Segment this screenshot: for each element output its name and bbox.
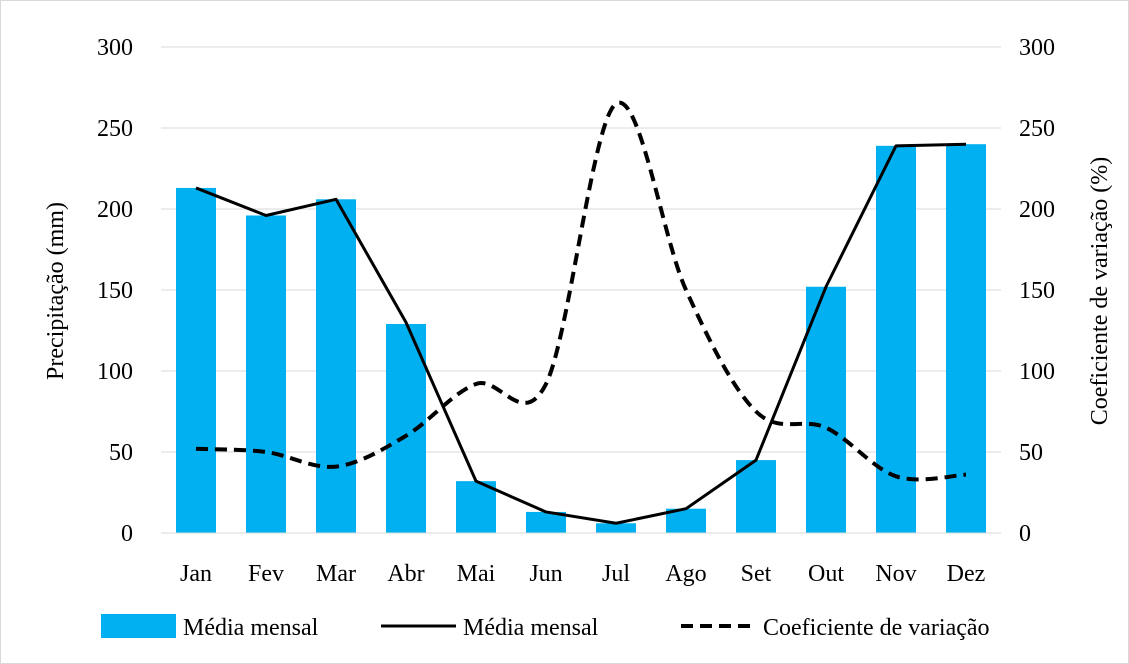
x-tick-label: Fev — [248, 561, 284, 587]
legend-label: Média mensal — [463, 615, 599, 641]
y2-tick-label: 50 — [1019, 440, 1043, 466]
y2-tick-label: 150 — [1019, 278, 1055, 304]
x-tick-label: Dez — [947, 561, 986, 587]
gridlines — [161, 46, 1001, 453]
cv-line — [195, 100, 967, 482]
x-tick-label: Jun — [529, 561, 562, 587]
y-tick-label: 100 — [97, 359, 133, 385]
bar — [526, 511, 566, 533]
bar — [596, 523, 636, 533]
bar — [456, 481, 496, 533]
y2-tick-label: 250 — [1019, 116, 1055, 142]
legend: Média mensal Média mensal Coeficiente de v… — [101, 614, 990, 641]
legend-label: Coeficiente de variação — [763, 615, 990, 641]
x-tick-label: Abr — [387, 561, 424, 587]
legend-swatch-bar — [101, 614, 176, 638]
y-tick-label: 300 — [97, 35, 133, 61]
y2-axis-title: Coeficiente de variação (%) — [1087, 157, 1113, 426]
bar — [736, 460, 776, 533]
y-tick-label: 0 — [121, 521, 133, 547]
bar — [246, 215, 286, 534]
legend-label: Média mensal — [183, 615, 319, 641]
x-tick-label: Jan — [180, 561, 212, 587]
y2-tick-label: 200 — [1019, 197, 1055, 223]
x-tick-label: Nov — [875, 561, 916, 587]
y2-tick-label: 100 — [1019, 359, 1055, 385]
line-series — [195, 100, 967, 525]
y2-tick-label: 300 — [1019, 35, 1055, 61]
axes: 0 0 50 50 100 100 150 150 200 200 250 250 300 300 Jan F… — [97, 35, 1055, 587]
x-tick-label: Jul — [602, 561, 630, 587]
y-tick-label: 200 — [97, 197, 133, 223]
y-tick-label: 50 — [109, 440, 133, 466]
y-axis-title: Precipitação (mm) — [43, 202, 69, 380]
x-tick-label: Mar — [316, 561, 356, 587]
x-tick-label: Ago — [665, 561, 706, 587]
bar — [176, 187, 216, 533]
y2-tick-label: 0 — [1019, 521, 1031, 547]
x-tick-label: Set — [741, 561, 772, 587]
x-tick-label: Mai — [457, 561, 496, 587]
x-tick-label: Out — [808, 561, 844, 587]
mean-line — [195, 142, 967, 525]
bar — [316, 199, 356, 533]
y-tick-label: 150 — [97, 278, 133, 304]
bar — [806, 286, 846, 533]
bar — [946, 144, 986, 533]
bar-series — [176, 144, 986, 534]
y-tick-label: 250 — [97, 116, 133, 142]
